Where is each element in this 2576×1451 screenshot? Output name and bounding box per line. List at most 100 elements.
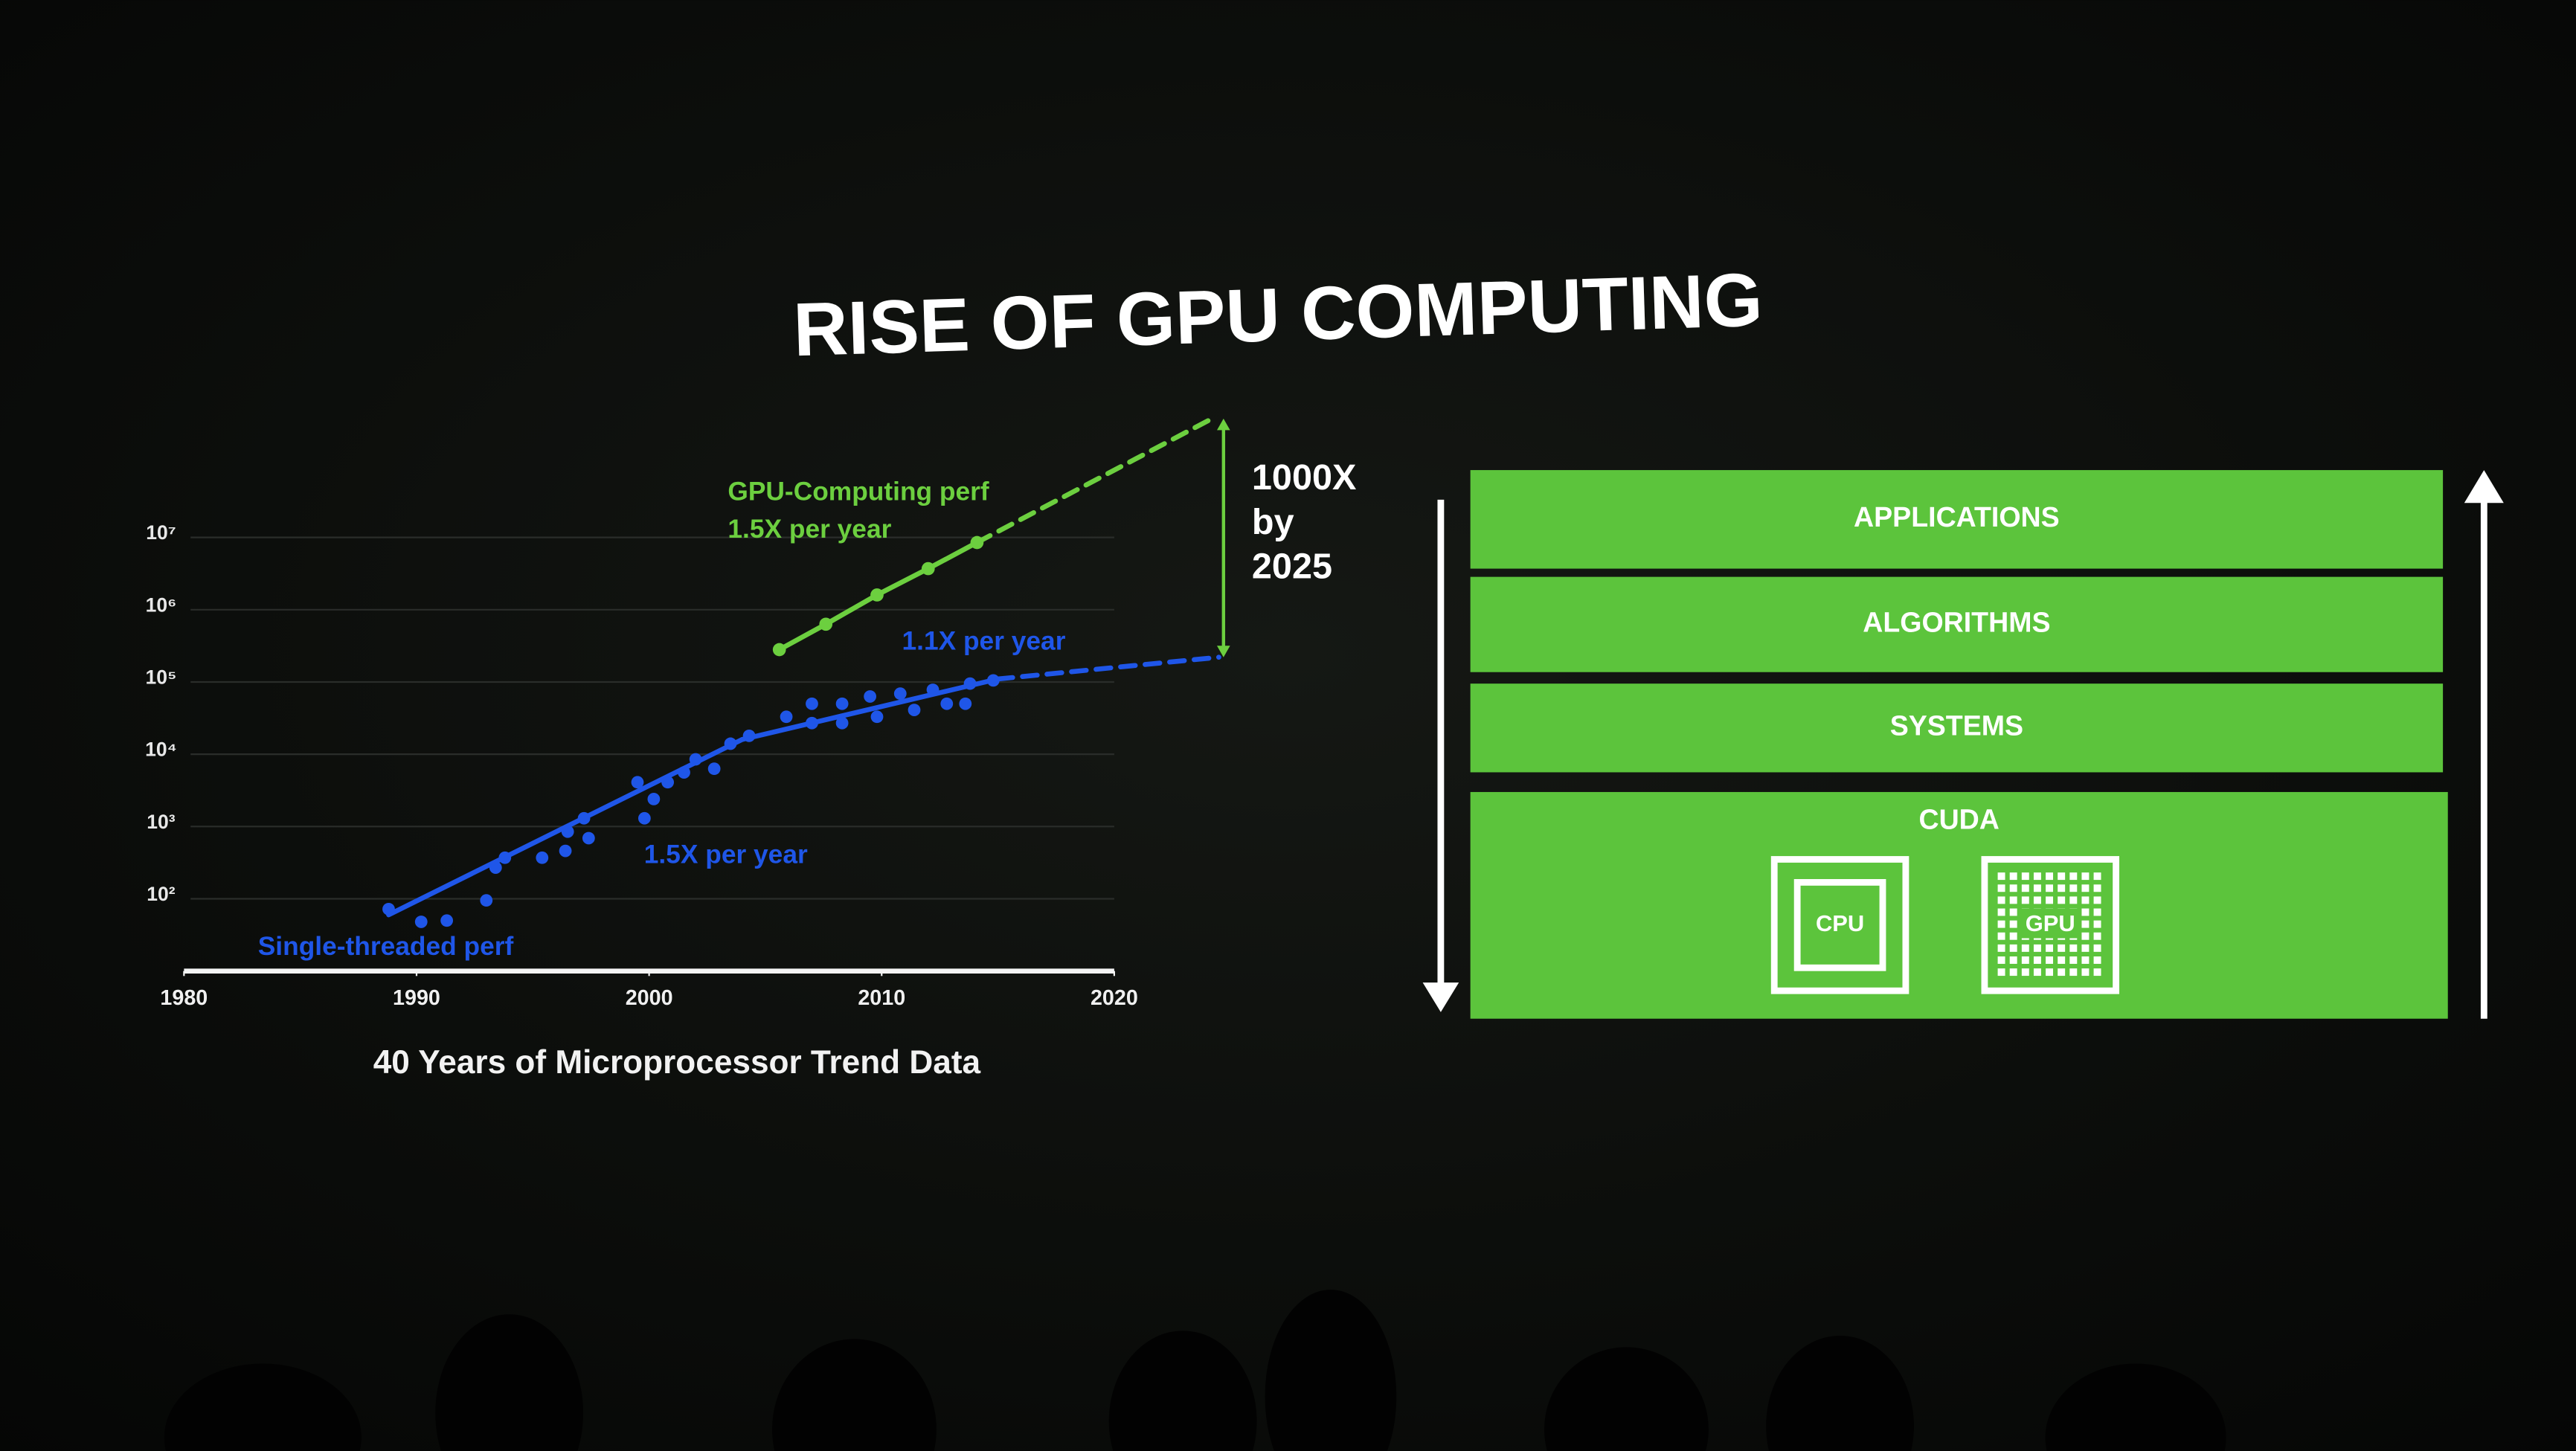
chip-core: [1997, 968, 2005, 977]
chip-core: [2058, 896, 2066, 904]
data-point: [559, 844, 572, 858]
chip-core: [2033, 956, 2041, 964]
audience-silhouettes: [164, 1290, 2226, 1451]
chart: 10² 10³ 10⁴ 10⁵ 10⁶ 10⁷ 1980 1990 2000 2010 2020 Si…: [145, 416, 1356, 1010]
chip-core: [2081, 944, 2090, 952]
data-point: [480, 894, 493, 907]
data-point: [940, 697, 954, 710]
chip-core: [2093, 884, 2101, 892]
chip-label: GPU: [2026, 910, 2075, 936]
layer-label: ALGORITHMS: [1863, 607, 2050, 638]
data-point: [772, 643, 786, 657]
chip-core: [2009, 908, 2017, 916]
data-point: [780, 710, 793, 724]
data-point: [637, 811, 651, 825]
layer-label: CUDA: [1918, 804, 1999, 835]
chip-core: [2093, 896, 2101, 904]
chip-core: [2009, 932, 2017, 940]
data-point: [959, 697, 972, 710]
chip-label: CPU: [1816, 910, 1864, 936]
x-tick-label: 2000: [626, 986, 673, 1010]
chip-inner: [1793, 878, 1886, 971]
layer-label: SYSTEMS: [1890, 710, 2023, 741]
x-tick-label: 1990: [393, 986, 440, 1010]
trend-line: [739, 676, 1000, 742]
chip-core: [2093, 968, 2101, 977]
chip-core: [2081, 872, 2090, 881]
series-label: 1.1X per year: [902, 626, 1065, 655]
chip-core: [2081, 920, 2090, 928]
data-point: [707, 762, 721, 776]
layer-box: [1470, 683, 2444, 773]
up-arrow-head: [2464, 470, 2504, 503]
series-label: 1.5X per year: [644, 840, 808, 869]
data-point: [631, 776, 644, 789]
chip-core: [2081, 908, 2090, 916]
chip-core: [2046, 896, 2054, 904]
data-point: [870, 588, 884, 602]
chip-core: [2081, 896, 2090, 904]
chip-core: [2081, 968, 2090, 977]
trend-line: [386, 737, 745, 918]
chip-core: [2009, 920, 2017, 928]
chip-core: [1997, 908, 2005, 916]
data-point: [440, 914, 454, 927]
data-point: [536, 851, 549, 864]
y-tick-label: 10⁶: [146, 593, 177, 616]
y-tick-label: 10⁴: [145, 739, 177, 761]
chip-core: [2009, 968, 2017, 977]
chip-core: [2058, 956, 2066, 964]
projection-line: [974, 416, 1215, 545]
y-tick-label: 10⁵: [145, 666, 176, 689]
data-point: [870, 710, 884, 724]
chip-core: [2058, 944, 2066, 952]
data-point: [921, 562, 935, 576]
chip-core: [2009, 956, 2017, 964]
layer-label: APPLICATIONS: [1854, 501, 2060, 533]
chip-core: [2021, 872, 2029, 881]
data-point: [893, 687, 907, 701]
series-label: GPU-Computing perf: [727, 477, 989, 506]
chip-core: [2081, 932, 2090, 940]
layer-box: [1470, 576, 2444, 672]
x-tick-label: 1980: [160, 986, 208, 1010]
annotation-arrow-head: [1216, 646, 1230, 657]
chip-core: [2069, 956, 2078, 964]
data-point: [647, 792, 661, 805]
chip-core: [2046, 884, 2054, 892]
data-point: [582, 831, 595, 845]
data-point: [414, 916, 428, 928]
chip-core: [2009, 896, 2017, 904]
chip-core: [2021, 944, 2029, 952]
chip-core: [2033, 884, 2041, 892]
series-label: Single-threaded perf: [258, 932, 514, 961]
layer-box: [1470, 470, 2444, 569]
annotation-text: 2025: [1252, 546, 1332, 586]
chip-core: [2021, 956, 2029, 964]
chip-core: [2009, 944, 2017, 952]
data-point: [819, 617, 833, 631]
x-axis-title: 40 Years of Microprocessor Trend Data: [373, 1044, 981, 1081]
annotation-text: by: [1252, 502, 1294, 542]
chip-core: [2046, 944, 2054, 952]
chip-core: [2093, 908, 2101, 916]
chip-core: [2093, 932, 2101, 940]
y-tick-label: 10⁷: [146, 521, 176, 544]
data-point: [835, 697, 849, 710]
chip-label-bg: [2020, 908, 2081, 939]
chip-core: [1997, 884, 2005, 892]
data-point: [806, 697, 818, 710]
chip-core: [1997, 920, 2005, 928]
chip-core: [2069, 944, 2078, 952]
y-tick-label: 10²: [147, 883, 175, 905]
chip-core: [2046, 968, 2054, 977]
chip-core: [2093, 956, 2101, 964]
series-note: 1.5X per year: [727, 515, 891, 544]
chip-core: [2058, 968, 2066, 977]
chip-core: [2081, 956, 2090, 964]
data-point: [864, 690, 877, 703]
x-tick-label: 2020: [1091, 986, 1138, 1010]
chip-core: [2093, 920, 2101, 928]
